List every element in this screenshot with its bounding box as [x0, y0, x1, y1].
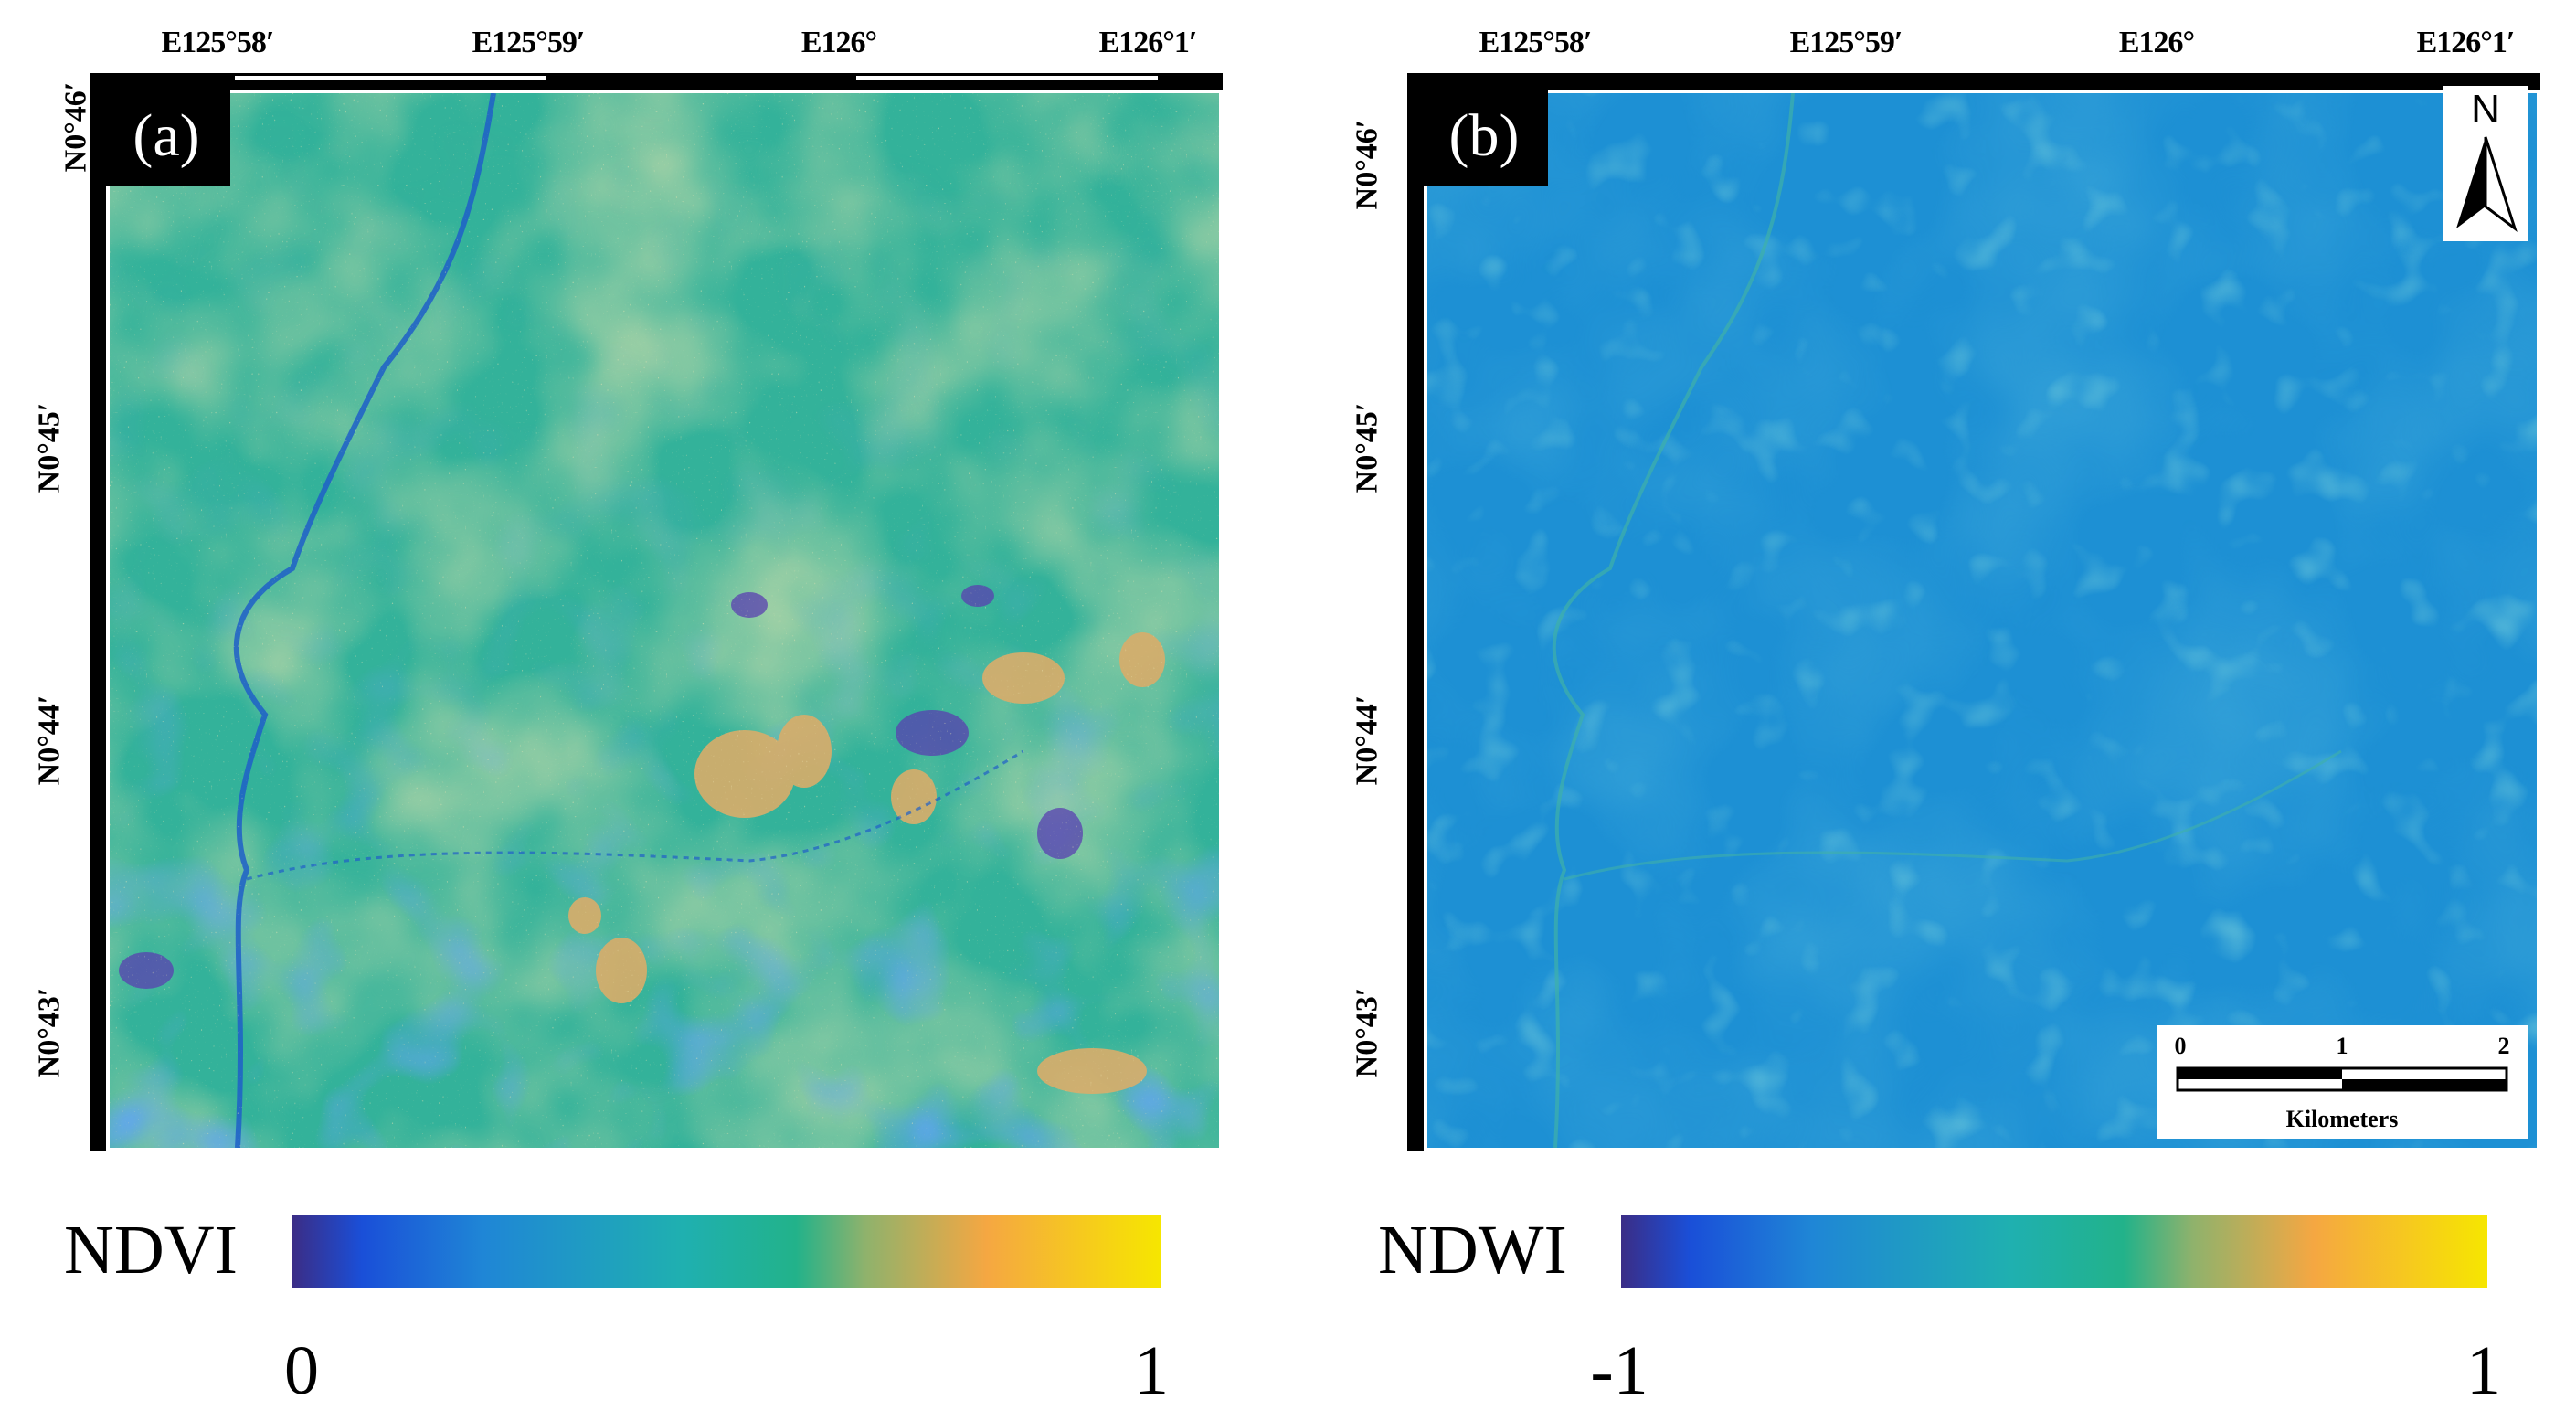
lat-tick-label: N0°43′ [32, 987, 66, 1078]
panel-label: (a) [102, 86, 230, 186]
lon-tick-label: E126° [800, 26, 877, 59]
scale-bar-graphic [2176, 1066, 2508, 1092]
north-letter: N [2471, 87, 2500, 132]
scale-bar: 0 1 2 Kilometers [2157, 1025, 2528, 1139]
ndwi-map-panel: E125°58′ E125°59′ E126° E126°1′ [1350, 26, 2540, 1151]
scale-tick-label: 1 [2336, 1033, 2348, 1059]
legend-min-label: -1 [1590, 1332, 1648, 1409]
lat-tick-label: N0°45′ [32, 402, 66, 493]
lat-tick-label: N0°45′ [1350, 402, 1383, 493]
lat-tick-label: N0°44′ [1350, 695, 1383, 786]
legend-min-label: 0 [284, 1332, 319, 1409]
scale-tick-label: 2 [2497, 1033, 2510, 1059]
lon-tick-label: E125°58′ [1479, 26, 1593, 59]
legend-max-label: 1 [2466, 1332, 2501, 1409]
panel-label: (b) [1420, 86, 1548, 186]
north-arrow-icon [2456, 136, 2518, 233]
ndwi-raster-area [1424, 90, 2540, 1151]
lon-tick-label: E125°59′ [472, 26, 586, 59]
ndvi-map-panel: E125°58′ E125°59′ E126° E126°1′ N0°46′ [32, 26, 1223, 1151]
scale-tick-label: 0 [2174, 1033, 2187, 1059]
map-frame [1407, 73, 2540, 1151]
lat-tick-label: N0°44′ [32, 695, 66, 786]
ndwi-color-ramp [1621, 1215, 2487, 1288]
lat-tick-label: N0°46′ [1350, 119, 1383, 210]
scale-units-label: Kilometers [2285, 1106, 2399, 1132]
ndvi-raster-image [110, 93, 1219, 1148]
lon-tick-label: E126° [2118, 26, 2195, 59]
lat-tick-label: N0°43′ [1350, 987, 1383, 1078]
lon-tick-label: E125°59′ [1789, 26, 1903, 59]
ndwi-raster-image [1427, 93, 2537, 1148]
river-line [1552, 93, 1795, 1148]
road-line [1564, 749, 2342, 881]
legend-title: NDVI [64, 1212, 238, 1288]
legend-title: NDWI [1378, 1212, 1567, 1288]
ndvi-color-ramp [292, 1215, 1161, 1288]
map-frame [90, 73, 1223, 1151]
lon-tick-label: E126°1′ [2416, 26, 2516, 59]
ndvi-raster-area [106, 90, 1223, 1151]
legend-max-label: 1 [1134, 1332, 1169, 1409]
lon-tick-label: E126°1′ [1098, 26, 1198, 59]
north-arrow: N [2443, 86, 2528, 241]
lon-tick-label: E125°58′ [161, 26, 275, 59]
